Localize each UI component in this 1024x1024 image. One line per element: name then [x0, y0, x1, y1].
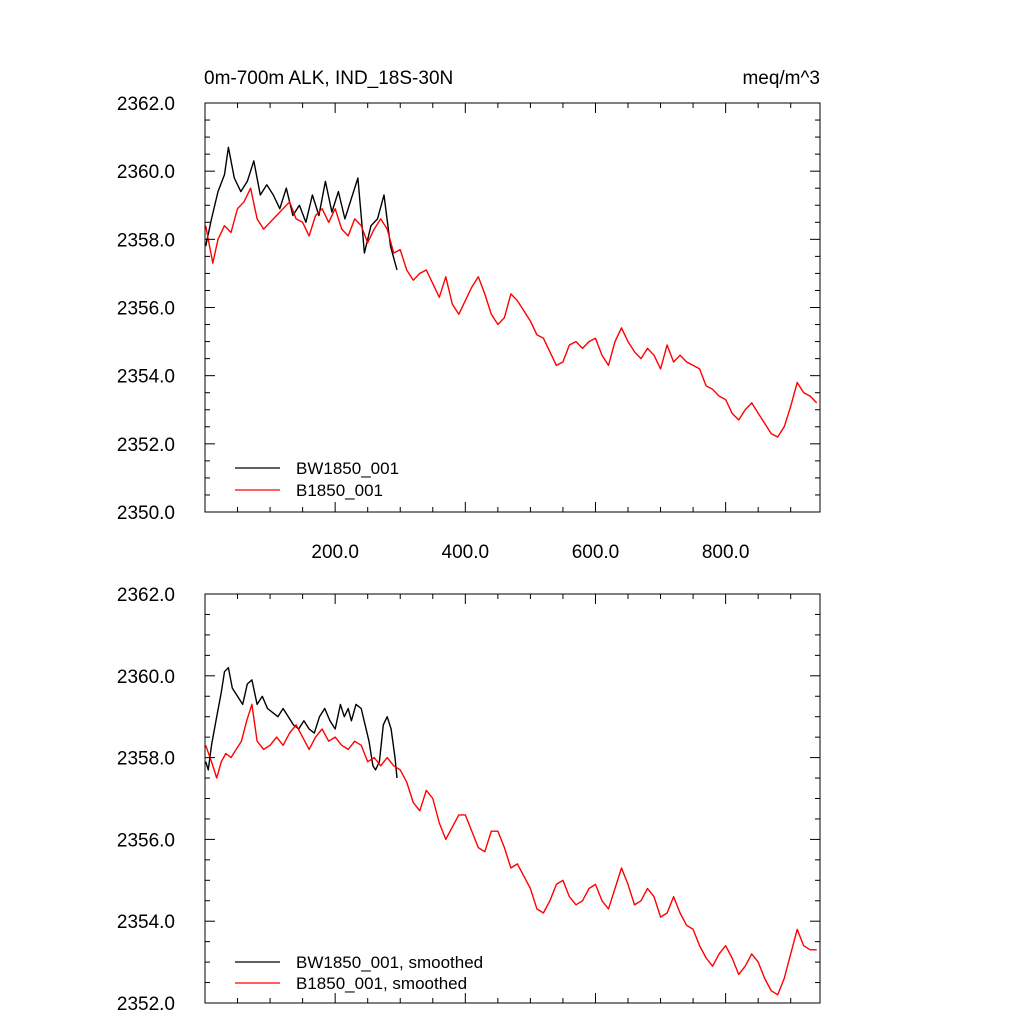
legend-label-bw1850-smoothed: BW1850_001, smoothed: [296, 953, 483, 972]
legend-label-b1850: B1850_001: [296, 481, 383, 500]
series-line-1: [205, 703, 817, 996]
top-panel-title: 0m-700m ALK, IND_18S-30N: [204, 68, 453, 89]
y-tick-label: 2360.0: [117, 667, 175, 688]
bottom-panel-ticks: 2352.0 2354.0 2356.0 2358.0 2360.0 2362.0: [117, 585, 820, 1015]
y-tick-label: 2362.0: [117, 585, 175, 606]
bottom-panel-frame: [204, 593, 821, 1004]
top-panel-units: meq/m^3: [742, 68, 820, 89]
y-tick-label: 2354.0: [117, 367, 175, 388]
x-tick-label: 200.0: [311, 542, 359, 563]
x-tick-label: 600.0: [572, 542, 620, 563]
top-panel-legend: BW1850_001 B1850_001: [235, 459, 399, 500]
bottom-panel-legend: BW1850_001, smoothed B1850_001, smoothed: [235, 953, 483, 993]
x-tick-label: 800.0: [702, 542, 750, 563]
series-line-0: [205, 146, 398, 271]
top-panel-frame: [204, 102, 821, 513]
y-tick-label: 2352.0: [117, 994, 175, 1015]
legend-label-bw1850: BW1850_001: [296, 459, 399, 478]
y-tick-label: 2350.0: [117, 503, 175, 524]
top-panel-series-layer: [205, 146, 818, 438]
y-tick-label: 2358.0: [117, 749, 175, 770]
top-panel: 0m-700m ALK, IND_18S-30N meq/m^3 2350.02…: [117, 68, 821, 563]
top-panel-ticks: 2350.0 2352.0 2354.0 2356.0 2358.0 2360.0 2362…: [117, 94, 820, 563]
series-line-0: [205, 666, 398, 779]
y-tick-label: 2360.0: [117, 162, 175, 183]
bottom-panel: 2352.0 2354.0 2356.0 2358.0 2360.0 2362.0 BW1…: [117, 585, 821, 1015]
legend-label-b1850-smoothed: B1850_001, smoothed: [296, 974, 467, 993]
y-tick-label: 2352.0: [117, 435, 175, 456]
series-line-1: [205, 187, 818, 438]
y-tick-label: 2358.0: [117, 230, 175, 251]
y-tick-label: 2362.0: [117, 94, 175, 115]
y-tick-label: 2354.0: [117, 912, 175, 933]
x-tick-label: 400.0: [442, 542, 490, 563]
y-tick-label: 2356.0: [117, 299, 175, 320]
bottom-panel-series-layer: [205, 666, 817, 996]
y-tick-label: 2356.0: [117, 830, 175, 851]
